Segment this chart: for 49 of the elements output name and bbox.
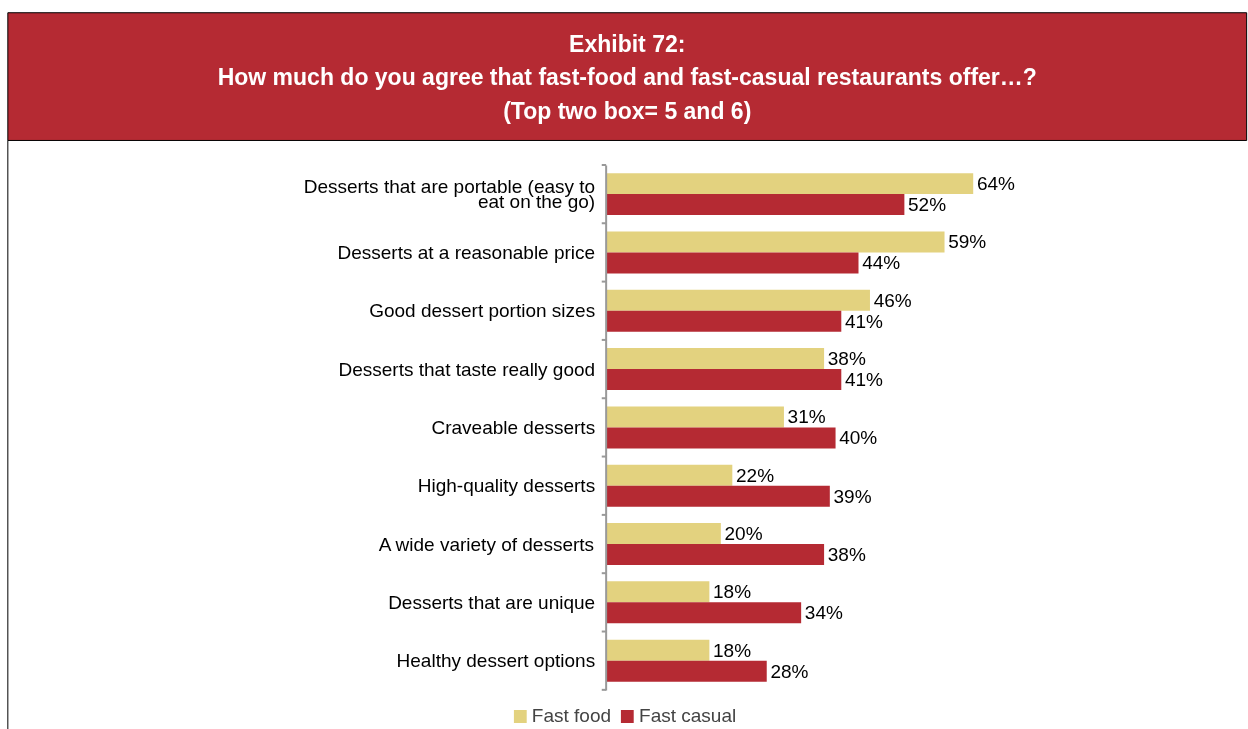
data-label: 31% — [787, 406, 826, 428]
bar — [606, 252, 859, 274]
bar — [606, 485, 830, 507]
data-label: 44% — [862, 252, 901, 274]
y-tick-label: Desserts that are unique — [388, 591, 596, 613]
bar — [606, 173, 974, 195]
legend-label: Fast food — [531, 705, 612, 727]
bar — [606, 581, 710, 603]
bar — [606, 660, 767, 682]
data-label: 18% — [713, 639, 752, 661]
data-label: 28% — [770, 660, 809, 682]
data-label: 46% — [873, 289, 912, 311]
data-label: 52% — [908, 194, 947, 216]
data-label: 64% — [976, 173, 1016, 195]
y-tick-label: Desserts at a reasonable price — [337, 241, 596, 263]
bar — [606, 289, 870, 311]
data-label: 41% — [844, 369, 884, 391]
data-label: 59% — [948, 231, 987, 253]
data-label: 18% — [713, 581, 752, 603]
y-tick-label: Desserts that are portable (easy to eat on the go) — [303, 175, 596, 213]
bar — [606, 231, 945, 253]
data-label: 20% — [724, 523, 763, 545]
bar — [606, 464, 733, 486]
y-tick-label: Craveable desserts — [431, 416, 596, 438]
bar — [606, 310, 842, 332]
data-label: 40% — [839, 427, 878, 449]
bar — [606, 406, 784, 428]
bar — [606, 639, 710, 661]
y-tick-label: Desserts that taste really good — [338, 358, 596, 380]
bar — [606, 194, 905, 216]
y-tick-label: A wide variety of desserts — [378, 533, 595, 555]
chart-title: Exhibit 72: How much do you agree that fast-food and fast-casual restaurants offer…? — [217, 30, 1037, 91]
data-label: 39% — [833, 485, 872, 507]
bar — [606, 602, 802, 624]
bar — [606, 348, 825, 370]
chart-subtitle: (Top two box= 5 and 6) — [503, 98, 752, 125]
data-label: 41% — [844, 310, 884, 332]
legend-label: Fast casual — [639, 705, 737, 727]
bar — [606, 427, 836, 449]
bar — [606, 523, 721, 545]
data-label: 34% — [804, 602, 843, 624]
bar — [606, 369, 842, 391]
y-tick-label: High-quality desserts — [417, 475, 596, 497]
data-label: 38% — [827, 544, 866, 566]
y-tick-label: Good dessert portion sizes — [369, 300, 596, 322]
y-tick-label: Healthy dessert options — [396, 650, 596, 672]
data-label: 38% — [827, 348, 866, 370]
bar — [606, 544, 825, 566]
data-label: 22% — [735, 464, 775, 486]
